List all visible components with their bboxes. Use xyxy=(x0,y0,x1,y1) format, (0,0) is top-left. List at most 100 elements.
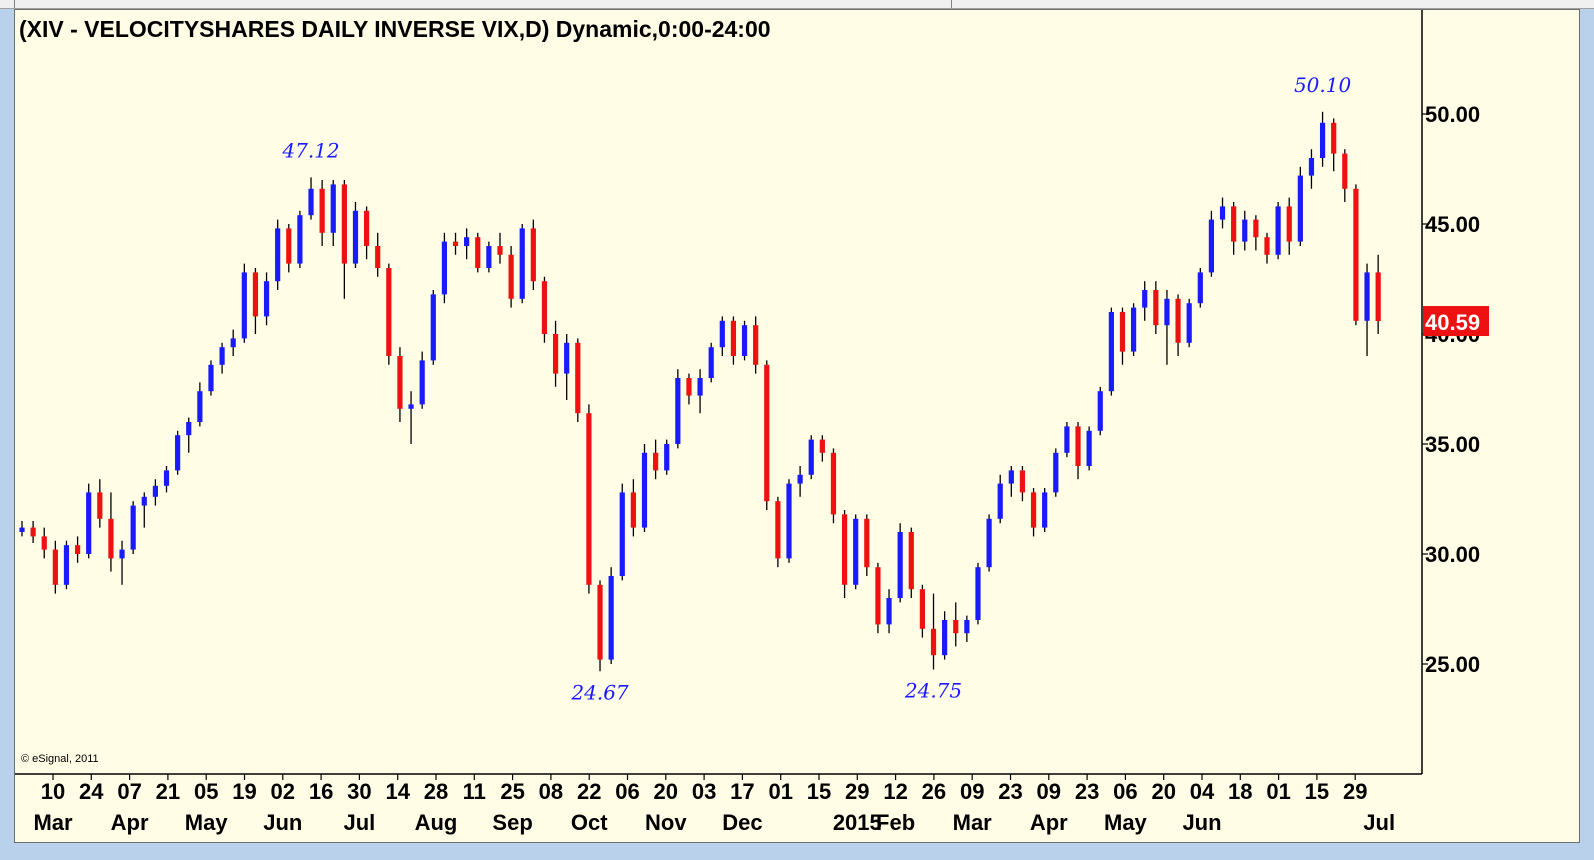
candle xyxy=(764,360,770,510)
time-month-label: Oct xyxy=(571,810,608,835)
candle xyxy=(186,417,192,453)
time-tick-label: 20 xyxy=(654,779,678,804)
candle xyxy=(352,202,359,268)
candle-body xyxy=(197,391,203,422)
candle-body xyxy=(19,527,25,532)
candle xyxy=(308,177,314,220)
candle xyxy=(286,224,292,273)
time-month-label: Mar xyxy=(953,810,993,835)
candle-body xyxy=(286,228,292,264)
candle-body xyxy=(263,281,270,317)
candle-body xyxy=(775,501,781,559)
toolbar-separator xyxy=(14,0,15,8)
candle xyxy=(664,439,670,475)
candle xyxy=(330,180,336,246)
time-tick-label: 09 xyxy=(960,779,984,804)
candle xyxy=(319,180,325,246)
candle-body xyxy=(552,334,559,374)
candle-body xyxy=(986,518,992,568)
candle xyxy=(719,316,725,356)
candle-body xyxy=(730,320,737,356)
candle-body xyxy=(664,444,670,471)
time-tick-label: 17 xyxy=(730,779,754,804)
candle-body xyxy=(319,188,325,233)
candle xyxy=(1275,202,1281,260)
candle-body xyxy=(1086,430,1092,466)
candle xyxy=(341,180,347,299)
candle xyxy=(797,466,803,497)
time-tick-label: 18 xyxy=(1228,779,1252,804)
candle xyxy=(964,615,970,642)
candle xyxy=(297,210,303,268)
time-month-label: Feb xyxy=(876,810,915,835)
time-month-label: Dec xyxy=(722,810,762,835)
candle-body xyxy=(619,492,625,576)
time-month-label: Jun xyxy=(1182,810,1221,835)
time-tick-label: 11 xyxy=(463,779,486,804)
time-month-label: Jun xyxy=(263,810,302,835)
candle-body xyxy=(208,364,214,392)
candle-body xyxy=(564,342,570,374)
candle xyxy=(508,246,514,308)
candle-body xyxy=(1097,391,1103,431)
candle-body xyxy=(697,378,703,396)
candle-body xyxy=(575,342,581,414)
candle xyxy=(930,593,937,670)
candle xyxy=(486,241,492,273)
candle-body xyxy=(597,584,603,660)
candle-body xyxy=(1353,188,1359,321)
candle xyxy=(886,589,892,634)
candle-body xyxy=(708,347,714,378)
candle xyxy=(1119,307,1126,365)
candle-body xyxy=(686,378,692,396)
candle-body xyxy=(508,254,514,299)
time-axis[interactable]: 10 24 07 21 05 19 02 16 30 14 28 11 25 08 22 06 20 03 17 01… xyxy=(33,774,1395,835)
time-month-label: Sep xyxy=(492,810,532,835)
candle xyxy=(997,474,1003,524)
candle-body xyxy=(430,294,436,361)
candle-body xyxy=(275,228,281,282)
time-tick-label: 02 xyxy=(271,779,295,804)
time-tick-label: 06 xyxy=(615,779,639,804)
candle xyxy=(564,334,570,400)
candle xyxy=(675,369,681,449)
candle xyxy=(441,232,448,304)
candle xyxy=(942,611,948,660)
candle-body xyxy=(219,347,225,365)
candle-body xyxy=(1364,272,1370,321)
time-tick-label: 09 xyxy=(1037,779,1061,804)
candle-body xyxy=(919,589,925,629)
candle-body xyxy=(408,404,414,409)
candle-body xyxy=(1164,298,1170,326)
chart-window[interactable]: (XIV - VELOCITYSHARES DAILY INVERSE VIX,… xyxy=(14,9,1580,843)
candle-body xyxy=(74,545,81,554)
candle-body xyxy=(853,518,859,585)
candle-body xyxy=(964,620,970,634)
price-chart[interactable]: (XIV - VELOCITYSHARES DAILY INVERSE VIX,… xyxy=(15,10,1581,844)
candle xyxy=(953,602,959,647)
candle-body xyxy=(375,246,381,268)
candle xyxy=(1219,197,1226,229)
candle-body xyxy=(475,237,481,268)
candle-body xyxy=(497,246,503,255)
toolbar-separator xyxy=(951,0,952,8)
time-tick-label: 15 xyxy=(807,779,831,804)
candle-body xyxy=(419,360,425,405)
candle-body xyxy=(486,246,492,268)
candle-body xyxy=(1042,492,1048,528)
candle-body xyxy=(297,215,303,264)
price-annotation: 50.10 xyxy=(1294,73,1352,97)
time-tick-label: 04 xyxy=(1190,779,1215,804)
candle-body xyxy=(719,320,725,348)
time-tick-label: 20 xyxy=(1151,779,1175,804)
candle-body xyxy=(530,228,536,282)
candles-layer xyxy=(19,111,1381,672)
candle xyxy=(1342,149,1348,202)
candle-body xyxy=(441,241,448,295)
candle-body xyxy=(386,268,392,356)
time-tick-label: 19 xyxy=(232,779,256,804)
chart-title: (XIV - VELOCITYSHARES DAILY INVERSE VIX,… xyxy=(19,16,771,42)
candle-body xyxy=(97,492,103,519)
candle xyxy=(1030,488,1037,537)
